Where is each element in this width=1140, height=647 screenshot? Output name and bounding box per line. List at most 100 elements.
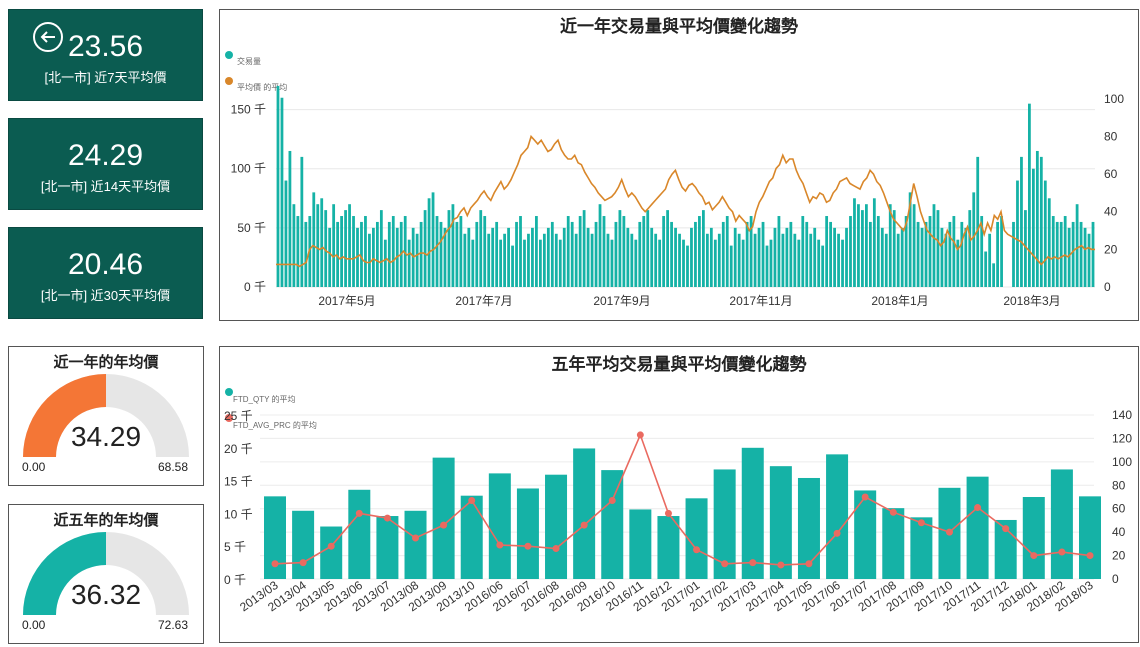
gauge-max: 68.58 [157,460,188,474]
bar-volume [694,221,697,287]
point-avg-prc [1030,552,1038,560]
bar-volume [570,221,574,287]
bar-volume [1071,221,1075,287]
bar-volume [658,239,662,287]
bar-volume [375,221,379,287]
bar-volume [662,216,666,287]
bar-volume [602,216,606,287]
back-button[interactable] [33,22,63,52]
point-avg-prc [355,509,363,517]
point-avg-prc [693,546,701,554]
kpi-label: [北一市] 近30天平均價 [40,288,171,303]
point-avg-prc [496,541,504,549]
bar-volume [344,210,347,287]
y-left-tick: 20 千 [224,442,253,456]
bar-volume [837,233,840,287]
y-right-tick: 20 [1112,549,1126,563]
bar-volume [936,210,940,287]
y-right-tick: 140 [1112,408,1132,422]
bar-volume [737,233,741,287]
y-left-tick: 0 千 [224,573,246,587]
point-avg-prc [945,528,953,536]
bar-qty [657,516,680,579]
gauge-value: 36.32 [70,579,142,610]
bar-volume [1067,227,1071,287]
point-avg-prc [1086,552,1094,560]
bar-volume [586,227,590,287]
bar-volume [1035,150,1039,287]
y-left-tick: 10 千 [224,507,253,521]
bar-qty [404,510,427,579]
bar-volume [459,216,463,287]
bar-volume [825,216,829,287]
y-right-tick: 120 [1112,431,1132,445]
bar-volume [781,233,785,287]
point-avg-prc [917,519,925,527]
bar-volume [499,239,503,287]
bar-volume [511,245,514,287]
bar-volume [1024,210,1027,287]
bar-volume [483,216,487,287]
bar-volume [996,221,999,287]
bar-volume [1000,216,1003,287]
bar-volume [721,221,725,287]
bar-volume [709,227,713,287]
bar-volume [1047,198,1051,287]
point-avg-prc [777,561,785,569]
bar-volume [729,245,733,287]
gauge-title: 近一年的年均價 [53,354,159,371]
y-right-tick: 100 [1104,92,1124,106]
bar-volume [976,156,980,287]
y-right-tick: 60 [1104,167,1118,181]
bar-volume [988,233,992,287]
bar-volume [626,227,630,287]
bar-volume [956,239,960,287]
bar-volume [829,221,833,287]
bar-volume [1039,156,1043,287]
chart-five-year: 五年平均交易量與平均價變化趨勢 FTD_QTY 的平均 FTD_AVG_PRC … [224,354,1132,614]
bar-volume [622,216,626,287]
bar-volume [391,216,395,287]
bar-volume [642,216,646,287]
bar-volume [1075,204,1079,287]
bar-volume [713,239,717,287]
bar-volume [773,227,777,287]
bar-volume [968,210,972,287]
bar-volume [475,221,479,287]
bar-volume [582,210,586,287]
bar-volume [705,233,709,287]
bar-volume [880,227,884,287]
bar-volume [590,233,594,287]
kpi-card-7day: 23.56 [北一市] 近7天平均價 [8,9,203,101]
bar-volume [821,245,825,287]
x-tick: 2017年7月 [455,294,512,308]
point-avg-prc [1058,548,1066,556]
bar-volume [701,210,705,287]
bar-volume [785,227,789,287]
bar-qty [545,474,568,579]
point-avg-prc [1002,525,1010,533]
chart-title: 近一年交易量與平均價變化趨勢 [560,16,798,36]
kpi-value: 24.29 [67,139,144,172]
gauge-title: 近五年的年均價 [53,512,159,529]
bar-volume [280,97,284,287]
bar-volume [940,227,944,287]
bar-volume [320,198,324,287]
bar-qty [573,448,596,579]
bar-volume [654,233,658,287]
bar-qty [966,476,989,579]
bar-volume [527,233,530,287]
bar-volume [542,233,546,287]
y-left-tick: 25 千 [224,409,253,423]
bar-volume [419,221,423,287]
y-right-tick: 20 [1104,242,1118,256]
y-right-tick: 80 [1104,129,1118,143]
bar-qty [769,466,792,579]
bar-volume [984,251,988,287]
bar-volume [1028,103,1031,288]
bar-volume [507,227,510,287]
bar-volume [682,239,685,287]
bar-volume [515,221,518,287]
bar-volume [1063,216,1067,287]
gauge-arc [23,374,189,457]
